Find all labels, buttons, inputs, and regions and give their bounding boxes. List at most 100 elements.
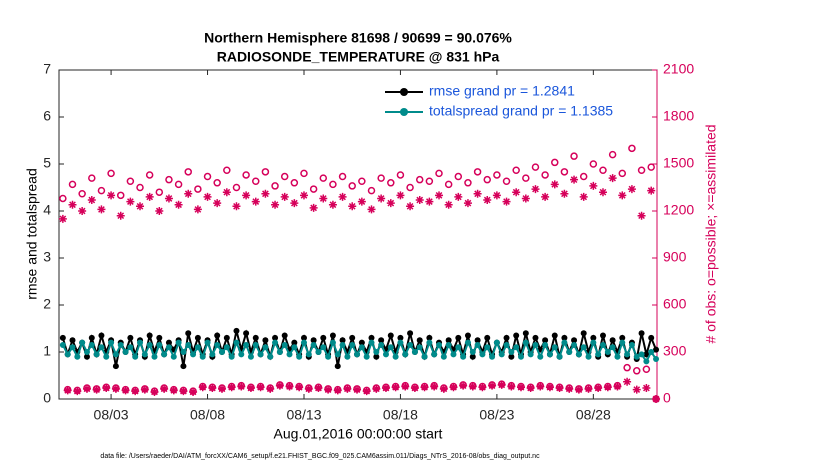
data-point — [140, 385, 149, 394]
data-point — [643, 351, 650, 358]
data-point — [198, 383, 207, 392]
data-point — [469, 353, 476, 360]
data-point — [396, 171, 405, 179]
data-point — [618, 191, 627, 200]
data-point — [107, 191, 116, 200]
data-point — [647, 186, 656, 195]
data-point — [290, 179, 299, 187]
data-point — [252, 341, 259, 348]
data-point — [449, 383, 458, 392]
data-point — [402, 351, 409, 358]
data-point — [213, 179, 221, 187]
data-point — [304, 384, 313, 393]
data-point — [381, 384, 390, 393]
data-point — [87, 196, 96, 205]
y-tick-label: 1 — [43, 343, 51, 359]
data-point — [126, 177, 135, 185]
data-point — [522, 174, 530, 182]
data-point — [262, 337, 269, 344]
data-point — [68, 180, 77, 189]
data-point — [343, 384, 352, 393]
data-point — [185, 341, 192, 348]
data-point — [638, 330, 645, 337]
data-point — [59, 341, 66, 348]
data-point — [232, 183, 241, 192]
x-tick-label: 08/08 — [190, 407, 225, 423]
data-point — [338, 172, 347, 181]
data-point — [97, 186, 106, 195]
data-point — [329, 180, 337, 189]
data-point — [286, 351, 293, 358]
legend-swatch-marker — [400, 108, 408, 116]
data-point — [242, 191, 251, 200]
data-point — [426, 339, 433, 346]
data-point — [619, 339, 626, 346]
data-point — [551, 158, 559, 167]
data-point — [319, 174, 328, 182]
data-point — [218, 384, 227, 393]
data-point — [647, 163, 655, 171]
data-point — [161, 351, 168, 358]
data-point — [420, 383, 429, 392]
data-point — [570, 152, 578, 160]
data-point — [156, 334, 163, 341]
y2-tick-label: 1500 — [663, 155, 694, 171]
data-point — [648, 349, 655, 355]
y2-axis-label: # of obs: o=possible; ×=assimilated — [703, 124, 719, 343]
data-point — [185, 330, 192, 337]
data-point — [497, 380, 506, 389]
data-point — [580, 344, 587, 351]
data-point — [550, 180, 559, 189]
data-point — [325, 353, 332, 360]
data-point — [493, 171, 501, 179]
y-tick-label: 0 — [43, 390, 51, 406]
data-point — [484, 344, 491, 351]
data-point — [222, 188, 231, 197]
data-point — [59, 194, 67, 203]
data-point — [464, 179, 472, 187]
data-point — [127, 334, 134, 341]
data-point — [112, 351, 119, 358]
data-point — [575, 351, 582, 358]
data-point — [551, 344, 558, 351]
data-point — [213, 199, 222, 208]
data-point — [291, 344, 298, 351]
data-point — [116, 191, 125, 200]
data-point — [261, 168, 270, 176]
data-point — [527, 351, 534, 358]
data-point — [58, 214, 67, 223]
data-point — [194, 344, 201, 351]
data-point — [584, 384, 593, 393]
data-point — [116, 211, 125, 220]
data-point — [295, 383, 304, 392]
data-point — [165, 175, 173, 184]
y-tick-label: 7 — [43, 61, 51, 77]
data-point — [517, 383, 526, 392]
data-point — [69, 344, 76, 351]
data-point — [272, 339, 279, 346]
data-point — [209, 351, 216, 358]
data-point — [111, 384, 120, 393]
data-point — [378, 337, 385, 344]
data-point — [165, 344, 172, 351]
data-point — [251, 197, 260, 206]
data-point — [551, 332, 558, 339]
data-point — [542, 337, 549, 344]
data-point — [102, 384, 111, 393]
data-point — [136, 183, 144, 192]
data-point — [598, 188, 607, 197]
legend-label: totalspread grand pr = 1.1385 — [429, 103, 613, 119]
data-point — [69, 337, 76, 344]
data-point — [309, 203, 318, 212]
data-point — [256, 383, 265, 392]
data-point — [513, 344, 520, 351]
data-point — [146, 341, 153, 348]
data-point — [334, 351, 341, 358]
data-point — [98, 332, 105, 339]
data-point — [281, 332, 288, 339]
data-point — [309, 185, 318, 193]
data-point — [463, 199, 472, 208]
data-point — [484, 334, 491, 341]
data-point — [357, 197, 366, 206]
data-point — [632, 385, 641, 394]
